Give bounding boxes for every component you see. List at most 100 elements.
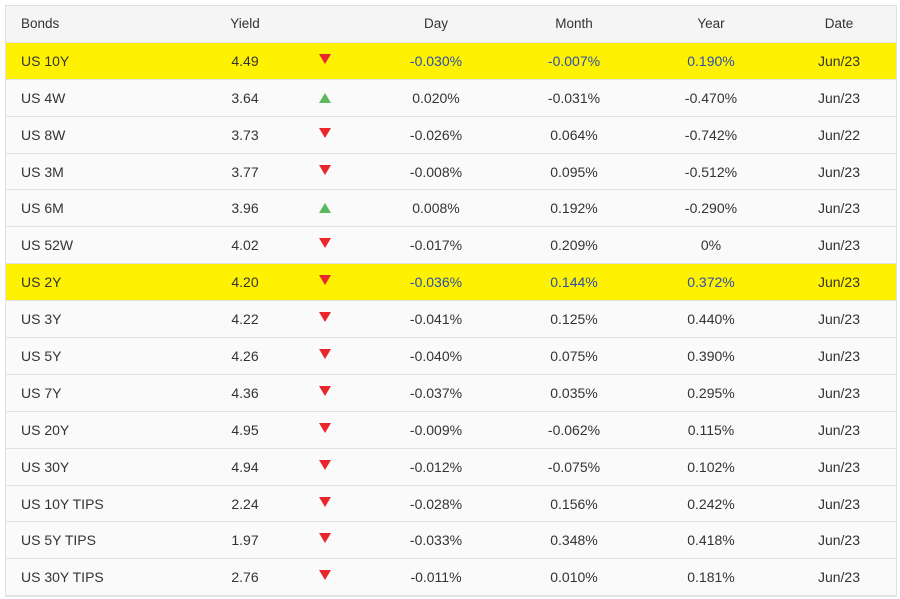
bond-cell: US 5Y — [21, 347, 62, 364]
trend-arrow — [319, 92, 331, 103]
yield-cell: 4.94 — [231, 458, 259, 475]
date-cell: Jun/23 — [817, 458, 861, 475]
month-cell: 0.095% — [550, 163, 598, 180]
bond-cell: US 6M — [21, 200, 64, 217]
day-cell: -0.033% — [409, 532, 463, 549]
table-row: US 3M 3.77 -0.008% 0.095% -0.512% Jun/23 — [6, 153, 896, 191]
day-cell: -0.011% — [410, 569, 462, 586]
trend-arrow — [319, 238, 331, 249]
date-cell: Jun/23 — [817, 384, 861, 401]
trend-arrow — [319, 459, 331, 470]
date-cell: Jun/23 — [817, 89, 861, 106]
table-row: US 6M 3.96 0.008% 0.192% -0.290% Jun/23 — [6, 190, 896, 228]
yield-cell: 3.73 — [231, 126, 259, 143]
day-cell: -0.009% — [409, 421, 463, 438]
year-cell: -0.470% — [684, 89, 738, 106]
trend-arrow — [319, 533, 331, 544]
yield-cell: 2.24 — [231, 495, 259, 512]
bond-cell: US 5Y TIPS — [21, 532, 96, 549]
day-cell: -0.012% — [409, 458, 463, 475]
header-cell: Day — [423, 16, 448, 32]
table-row: US 30Y 4.94 -0.012% -0.075% 0.102% Jun/23 — [6, 448, 896, 486]
year-cell: 0.102% — [687, 458, 735, 475]
year-cell: -0.512% — [684, 163, 738, 180]
yield-cell: 4.36 — [231, 384, 259, 401]
date-cell: Jun/23 — [817, 495, 861, 512]
day-cell: 0.020% — [412, 89, 460, 106]
yield-cell: 4.22 — [231, 311, 259, 328]
bond-table: Bonds Yield Day Month Year Date US 10Y 4.49 -0.0… — [5, 5, 897, 598]
bond-cell: US 30Y TIPS — [21, 569, 104, 586]
month-cell: -0.007% — [547, 52, 601, 69]
trend-arrow — [319, 53, 331, 64]
year-cell: 0.390% — [687, 347, 735, 364]
table-row: US 7Y 4.36 -0.037% 0.035% 0.295% Jun/23 — [6, 374, 896, 412]
table-row: US 2Y 4.20 -0.036% 0.144% 0.372% Jun/23 — [6, 264, 896, 302]
day-cell: -0.026% — [409, 126, 463, 143]
month-cell: 0.348% — [550, 532, 598, 549]
month-cell: 0.064% — [550, 126, 598, 143]
yield-cell: 4.26 — [231, 347, 259, 364]
day-cell: -0.030% — [409, 52, 463, 69]
header-cell: Date — [824, 16, 854, 32]
header-cell: Month — [555, 16, 593, 32]
year-cell: 0.372% — [687, 274, 735, 291]
bond-cell: US 8W — [21, 126, 66, 143]
table-row: US 5Y 4.26 -0.040% 0.075% 0.390% Jun/23 — [6, 338, 896, 375]
date-cell: Jun/23 — [817, 569, 861, 586]
day-cell: -0.037% — [409, 384, 463, 401]
trend-arrow — [319, 127, 331, 138]
trend-arrow — [319, 496, 331, 507]
table-row: US 20Y 4.95 -0.009% -0.062% 0.115% Jun/23 — [6, 411, 896, 449]
trend-arrow — [319, 275, 331, 286]
month-cell: 0.075% — [550, 347, 598, 364]
year-cell: 0.181% — [687, 569, 735, 586]
bond-cell: US 2Y — [21, 274, 62, 291]
trend-arrow — [319, 203, 331, 214]
trend-arrow — [319, 385, 331, 396]
date-cell: Jun/23 — [817, 347, 861, 364]
yield-cell: 2.76 — [231, 569, 259, 586]
year-cell: -0.290% — [684, 200, 738, 217]
month-cell: 0.209% — [550, 237, 598, 254]
date-cell: Jun/23 — [817, 532, 861, 549]
yield-cell: 3.96 — [231, 200, 259, 217]
trend-arrow — [319, 164, 331, 175]
yield-cell: 3.77 — [231, 163, 259, 180]
month-cell: 0.144% — [550, 274, 598, 291]
table-row: US 3Y 4.22 -0.041% 0.125% 0.440% Jun/23 — [6, 301, 896, 339]
month-cell: 0.125% — [550, 311, 598, 328]
month-cell: 0.010% — [550, 569, 598, 586]
year-cell: 0.418% — [687, 532, 735, 549]
bond-cell: US 30Y — [21, 458, 70, 475]
table-row: US 8W 3.73 -0.026% 0.064% -0.742% Jun/22 — [6, 116, 896, 154]
month-cell: -0.062% — [547, 421, 601, 438]
month-cell: 0.192% — [550, 200, 598, 217]
bond-cell: US 10Y — [21, 52, 70, 69]
bond-cell: US 20Y — [21, 421, 70, 438]
table-row: US 52W 4.02 -0.017% 0.209% 0% Jun/23 — [6, 227, 896, 265]
yield-cell: 1.97 — [231, 532, 259, 549]
month-cell: -0.031% — [547, 89, 601, 106]
bond-cell: US 7Y — [21, 384, 62, 401]
date-cell: Jun/23 — [817, 52, 861, 69]
date-cell: Jun/22 — [817, 126, 861, 143]
year-cell: -0.742% — [684, 126, 738, 143]
bond-cell: US 4W — [21, 89, 66, 106]
trend-arrow — [319, 570, 331, 581]
table-row: US 5Y TIPS 1.97 -0.033% 0.348% 0.418% Jun/23 — [6, 522, 896, 560]
header-row: Bonds Yield Day Month Year Date — [6, 6, 896, 43]
day-cell: -0.040% — [409, 347, 463, 364]
date-cell: Jun/23 — [817, 163, 861, 180]
header-cell: Year — [697, 16, 725, 32]
yield-cell: 4.02 — [231, 237, 259, 254]
yield-cell: 4.20 — [231, 274, 259, 291]
trend-arrow — [319, 422, 331, 433]
bond-cell: US 52W — [21, 237, 74, 254]
month-cell: -0.075% — [547, 458, 601, 475]
date-cell: Jun/23 — [817, 421, 861, 438]
table-row: US 4W 3.64 0.020% -0.031% -0.470% Jun/23 — [6, 79, 896, 117]
day-cell: -0.028% — [409, 495, 463, 512]
trend-arrow — [319, 348, 331, 359]
month-cell: 0.156% — [550, 495, 598, 512]
